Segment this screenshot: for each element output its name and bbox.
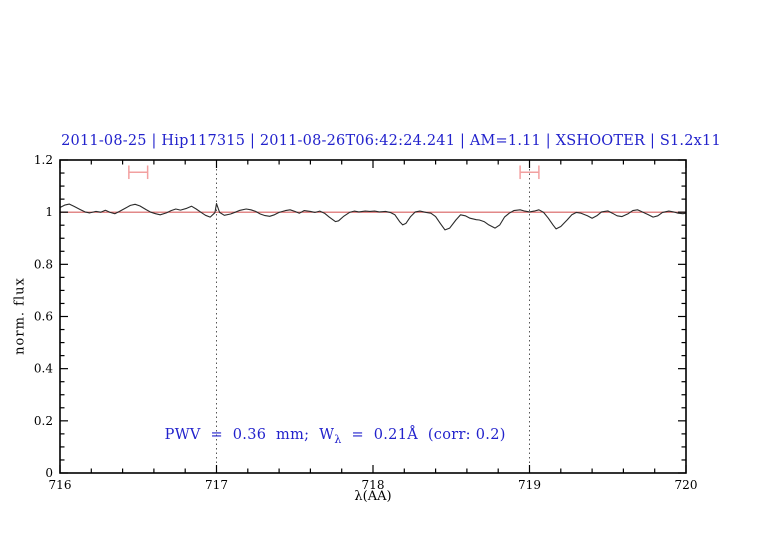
x-axis-label: λ(AA) [354,489,392,504]
y-tick-label: 1.2 [34,153,53,167]
y-tick-label: 0 [45,466,53,480]
plot-title: 2011-08-25 | Hip117315 | 2011-08-26T06:4… [61,133,721,149]
pwv-annotation: PWV = 0.36 mm; Wλ = 0.21Å (corr: 0.2) [145,411,506,462]
y-tick-label: 0.8 [34,257,53,271]
spectrum-trace [59,203,687,231]
y-tick-label: 0.6 [34,310,53,324]
x-tick-label: 718 [362,478,385,492]
x-tick-label: 717 [205,478,228,492]
pwv-annotation-prefix: PWV = 0.36 mm; W [164,427,335,443]
x-tick-label: 716 [49,478,72,492]
y-axis-label: norm. flux [12,277,28,355]
x-tick-label: 719 [518,478,541,492]
y-tick-label: 0.2 [34,414,53,428]
y-tick-label: 1 [45,205,53,219]
pwv-annotation-suffix: = 0.21Å (corr: 0.2) [341,427,506,443]
y-tick-label: 0.4 [34,362,53,376]
x-tick-label: 720 [675,478,698,492]
pwv-annotation-lambda-subscript: λ [334,433,342,446]
